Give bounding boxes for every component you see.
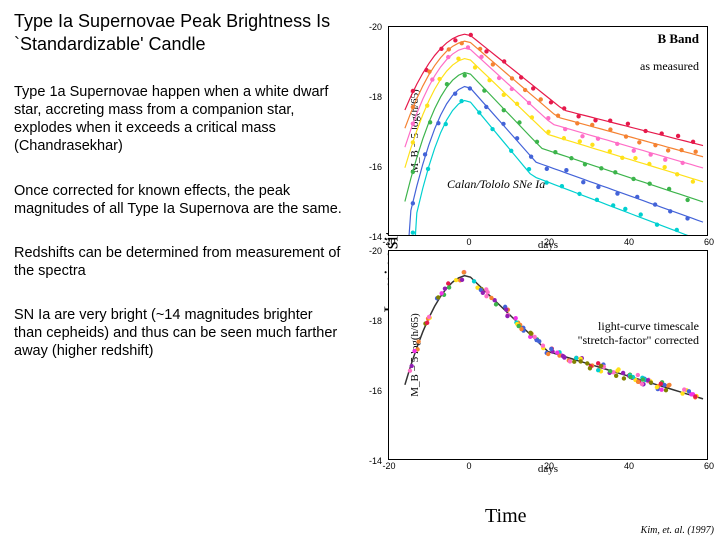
x-axis-label-time: Time [485,505,527,528]
paragraph-1: Type 1a Supernovae happen when a white d… [14,83,344,156]
top-chart-plot [389,27,707,235]
bottom-chart-panel: light-curve timescale "stretch-factor" c… [388,250,708,460]
text-column: Type Ia Supernovae Peak Brightness Is `S… [14,10,344,386]
paragraph-3: Redshifts can be determined from measure… [14,244,344,280]
paragraph-4: SN Ia are very bright (~14 magnitudes br… [14,306,344,360]
top-chart-panel: B Band as measured Calan/Tololo SNe Ia M… [388,26,708,236]
charts-column: B Band as measured Calan/Tololo SNe Ia M… [370,26,710,506]
bottom-chart-plot [389,251,707,459]
slide-title: Type Ia Supernovae Peak Brightness Is `S… [14,10,344,55]
citation: Kim, et. al. (1997) [641,525,714,536]
paragraph-2: Once corrected for known effects, the pe… [14,182,344,218]
